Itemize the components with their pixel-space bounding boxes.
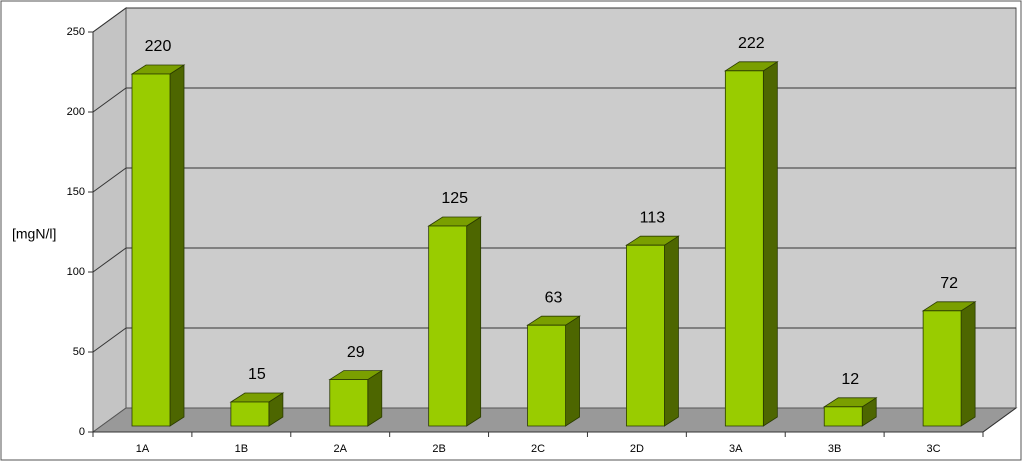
bar-face	[527, 324, 566, 427]
bar-face	[329, 379, 369, 427]
grid-line	[92, 87, 127, 113]
value-label: 15	[248, 366, 266, 383]
grid-line	[92, 7, 127, 33]
bar-face	[367, 369, 383, 427]
x-tick-label: 1B	[235, 443, 248, 455]
bar	[526, 315, 581, 427]
bar-face	[428, 225, 468, 427]
bar-face	[664, 235, 679, 427]
bar-face	[169, 64, 185, 427]
y-tick-label: 150	[67, 186, 85, 198]
bar-face	[230, 401, 270, 427]
x-tick-label: 2B	[432, 443, 445, 455]
bar-face	[960, 301, 976, 427]
y-tick-label: 200	[67, 106, 85, 118]
bar	[822, 397, 878, 427]
value-label: 29	[347, 344, 365, 361]
value-label: 113	[640, 209, 666, 226]
grid-line	[92, 247, 127, 273]
bar-face	[626, 244, 665, 427]
bar	[427, 216, 483, 427]
bar-face	[922, 310, 962, 427]
x-axis	[982, 407, 1017, 433]
x-tick-label: 3B	[828, 443, 841, 455]
y-tick-label: 100	[67, 266, 85, 278]
bar	[723, 61, 779, 427]
grid-line	[92, 327, 127, 353]
side-wall	[92, 7, 127, 433]
y-axis-label: [mgN/l]	[12, 226, 56, 242]
bar-face	[466, 216, 482, 427]
value-label: 125	[441, 190, 468, 207]
x-tick-label: 2A	[333, 443, 347, 455]
x-tick-label: 3C	[927, 443, 941, 455]
value-label: 222	[738, 35, 765, 52]
x-tick-label: 2D	[630, 443, 644, 455]
bar-face	[131, 73, 171, 427]
bar-face	[762, 61, 778, 427]
bar-face	[724, 70, 764, 427]
x-tick-label: 3A	[729, 443, 743, 455]
value-label: 12	[841, 371, 859, 388]
x-tick-label: 2C	[531, 443, 545, 455]
grid-line	[92, 167, 127, 193]
y-tick-label: 250	[67, 26, 85, 38]
y-tick-label: 50	[73, 346, 85, 358]
bar	[625, 235, 680, 427]
bar	[921, 301, 977, 427]
value-label: 63	[545, 289, 563, 306]
value-label: 72	[940, 275, 958, 292]
x-tick-label: 1A	[136, 443, 150, 455]
bar	[130, 64, 186, 427]
bar	[229, 392, 285, 427]
y-tick-label: 0	[79, 426, 85, 438]
bar	[328, 369, 384, 427]
value-label: 220	[145, 38, 172, 55]
bar-face	[565, 315, 580, 427]
bar-face	[823, 406, 863, 427]
